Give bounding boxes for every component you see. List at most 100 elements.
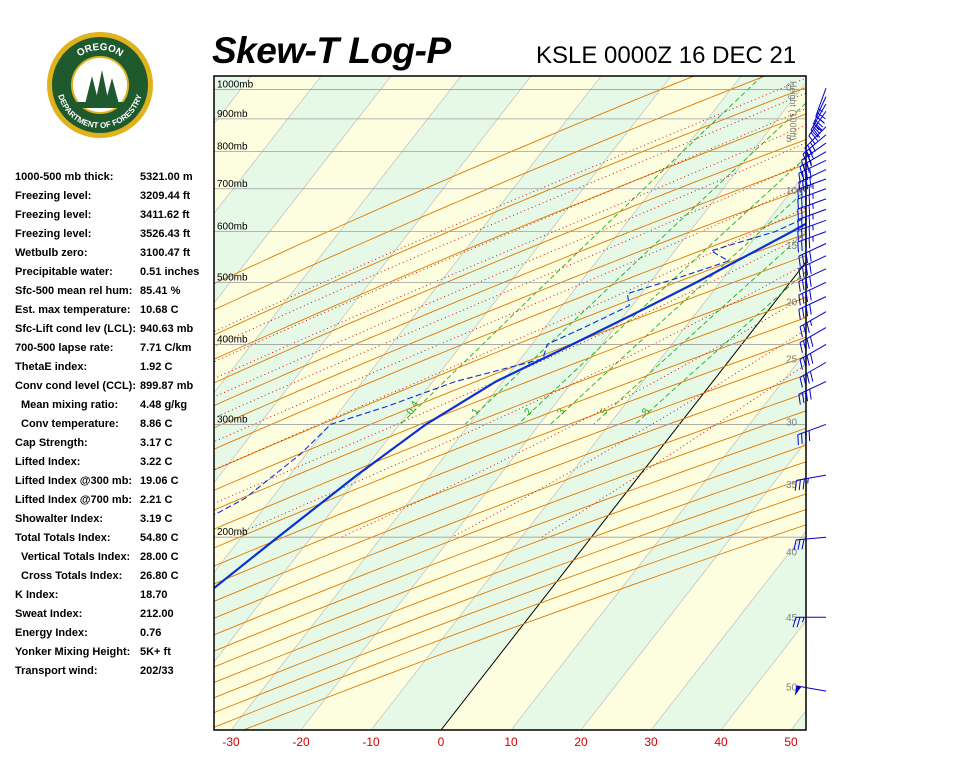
station-time-label: KSLE 0000Z 16 DEC 21 [536,42,797,69]
stat-row: Lifted Index @300 mb: 19.06 C [15,472,210,491]
wind-barb-staff [798,381,827,395]
wind-barb-staff [796,474,827,481]
stat-value: 28.00 C [140,551,179,563]
oregon-forestry-logo: OREGON DEPARTMENT OF FORESTRY [47,32,153,138]
wind-barb [792,616,826,628]
wind-barb [798,296,827,320]
wind-barb [797,178,827,200]
parcel-line [828,87,960,189]
mixing-ratio-line [464,102,806,425]
wind-barb-staff [796,536,827,541]
mixing-ratio-line [593,231,806,425]
wind-barb-flag [801,433,803,444]
wind-barb-half-flag [807,478,809,484]
stat-value: 4.48 g/kg [140,399,188,411]
stat-label: Conv cond level (CCL): [15,380,137,392]
stat-value: 0.51 inches [140,266,200,278]
stat-label: Mean mixing ratio: [21,399,119,411]
wind-barb-staff [798,255,827,269]
height-tick-label: 35 [786,480,798,491]
wind-barb-flag [805,252,809,264]
stat-row: Total Totals Index: 54.80 C [15,529,210,548]
wind-barb [793,536,827,551]
stat-value: 3411.62 ft [140,209,190,221]
wind-barb-staff [799,327,827,343]
wind-barb-staff [799,361,827,378]
wind-barb-flag [801,240,803,251]
stat-label: Lifted Index @300 mb: [15,475,133,487]
mixing-ratio-line [517,156,806,425]
wind-barb-flag [805,305,809,317]
wind-barb-flag [808,185,811,196]
wind-barb-staff [812,96,827,125]
wind-barb-flag [809,263,812,274]
isobar-label: 500mb [217,272,248,283]
stat-label: Yonker Mixing Height: [15,646,131,658]
wind-barb-flag [801,392,805,403]
wind-barb-flag [809,276,812,287]
stat-row: Freezing level: 3411.62 ft [15,206,210,225]
moist-adiabat-line [214,77,806,333]
wind-barb-flag [801,279,805,291]
stat-row: Conv temperature: 8.86 C [15,415,210,434]
wind-barb-flag [805,178,809,190]
wind-barb-flag [799,342,803,353]
isotherm-line [510,351,806,730]
stat-label: Showalter Index: [15,513,104,525]
height-tick-label: 30 [786,418,798,429]
stat-row: Sfc-500 mean rel hum: 85.41 % [15,282,210,301]
stat-value: 940.63 mb [140,323,194,335]
stat-label: ThetaE index: [15,361,88,373]
dry-adiabat-line [214,76,766,311]
height-tick-label: 50 [786,682,798,693]
wind-barb-flag [798,309,801,320]
stat-row: Showalter Index: 3.19 C [15,510,210,529]
stat-label: 1000-500 mb thick: [15,171,114,183]
wind-barb-flag [801,180,805,191]
wind-barb-flag [809,251,812,262]
wind-barb-flag [806,355,810,366]
stat-row: Wetbulb zero: 3100.47 ft [15,244,210,263]
wind-barb-flag [802,375,807,386]
stat-row: Cross Totals Index: 26.80 C [15,567,210,586]
wind-barb [799,361,827,388]
stat-row: ThetaE index: 1.92 C [15,358,210,377]
wind-barb-staff [797,178,827,190]
stat-value: 18.70 [140,589,168,601]
isotherm-band [721,621,806,730]
wind-barb-flag [797,539,801,550]
stat-value: 85.41 % [140,285,181,297]
stat-label: Lifted Index: [15,456,81,468]
wind-barb [797,208,827,231]
stat-value: 0.76 [140,627,162,639]
wind-barb-flag [809,389,812,400]
mixing-ratio-line [400,76,763,425]
x-tick-label: 30 [644,735,658,749]
wind-barb-flag [808,237,811,249]
wind-barb-flag [799,326,803,337]
isotherm-line [300,82,806,730]
wind-barb-flag [809,336,814,347]
isobar-label: 300mb [217,414,248,425]
wind-barb-staff [799,343,827,360]
wind-barb-flag [801,197,803,209]
wind-barb-flag [814,122,823,131]
wind-barb-staff [797,423,827,436]
wind-barb [799,151,827,177]
wind-barb-flag [810,142,816,152]
isotherm-line [214,76,672,663]
wind-barb-staff [815,88,827,117]
wind-barb-flag [808,226,811,237]
wind-barb-staff [798,169,827,183]
wind-barb-flag [812,128,821,138]
isobar-label: 200mb [217,527,248,538]
isotherm-line [214,76,462,394]
wind-barb-flag [801,539,805,550]
wind-barb-flag [797,434,799,446]
wind-barb-flag [802,357,807,368]
wind-barb-staff [797,219,827,232]
wind-barb-flag [804,227,807,239]
wind-barb-flag [794,480,797,491]
wind-barb [797,219,827,242]
wind-barb [798,281,827,306]
